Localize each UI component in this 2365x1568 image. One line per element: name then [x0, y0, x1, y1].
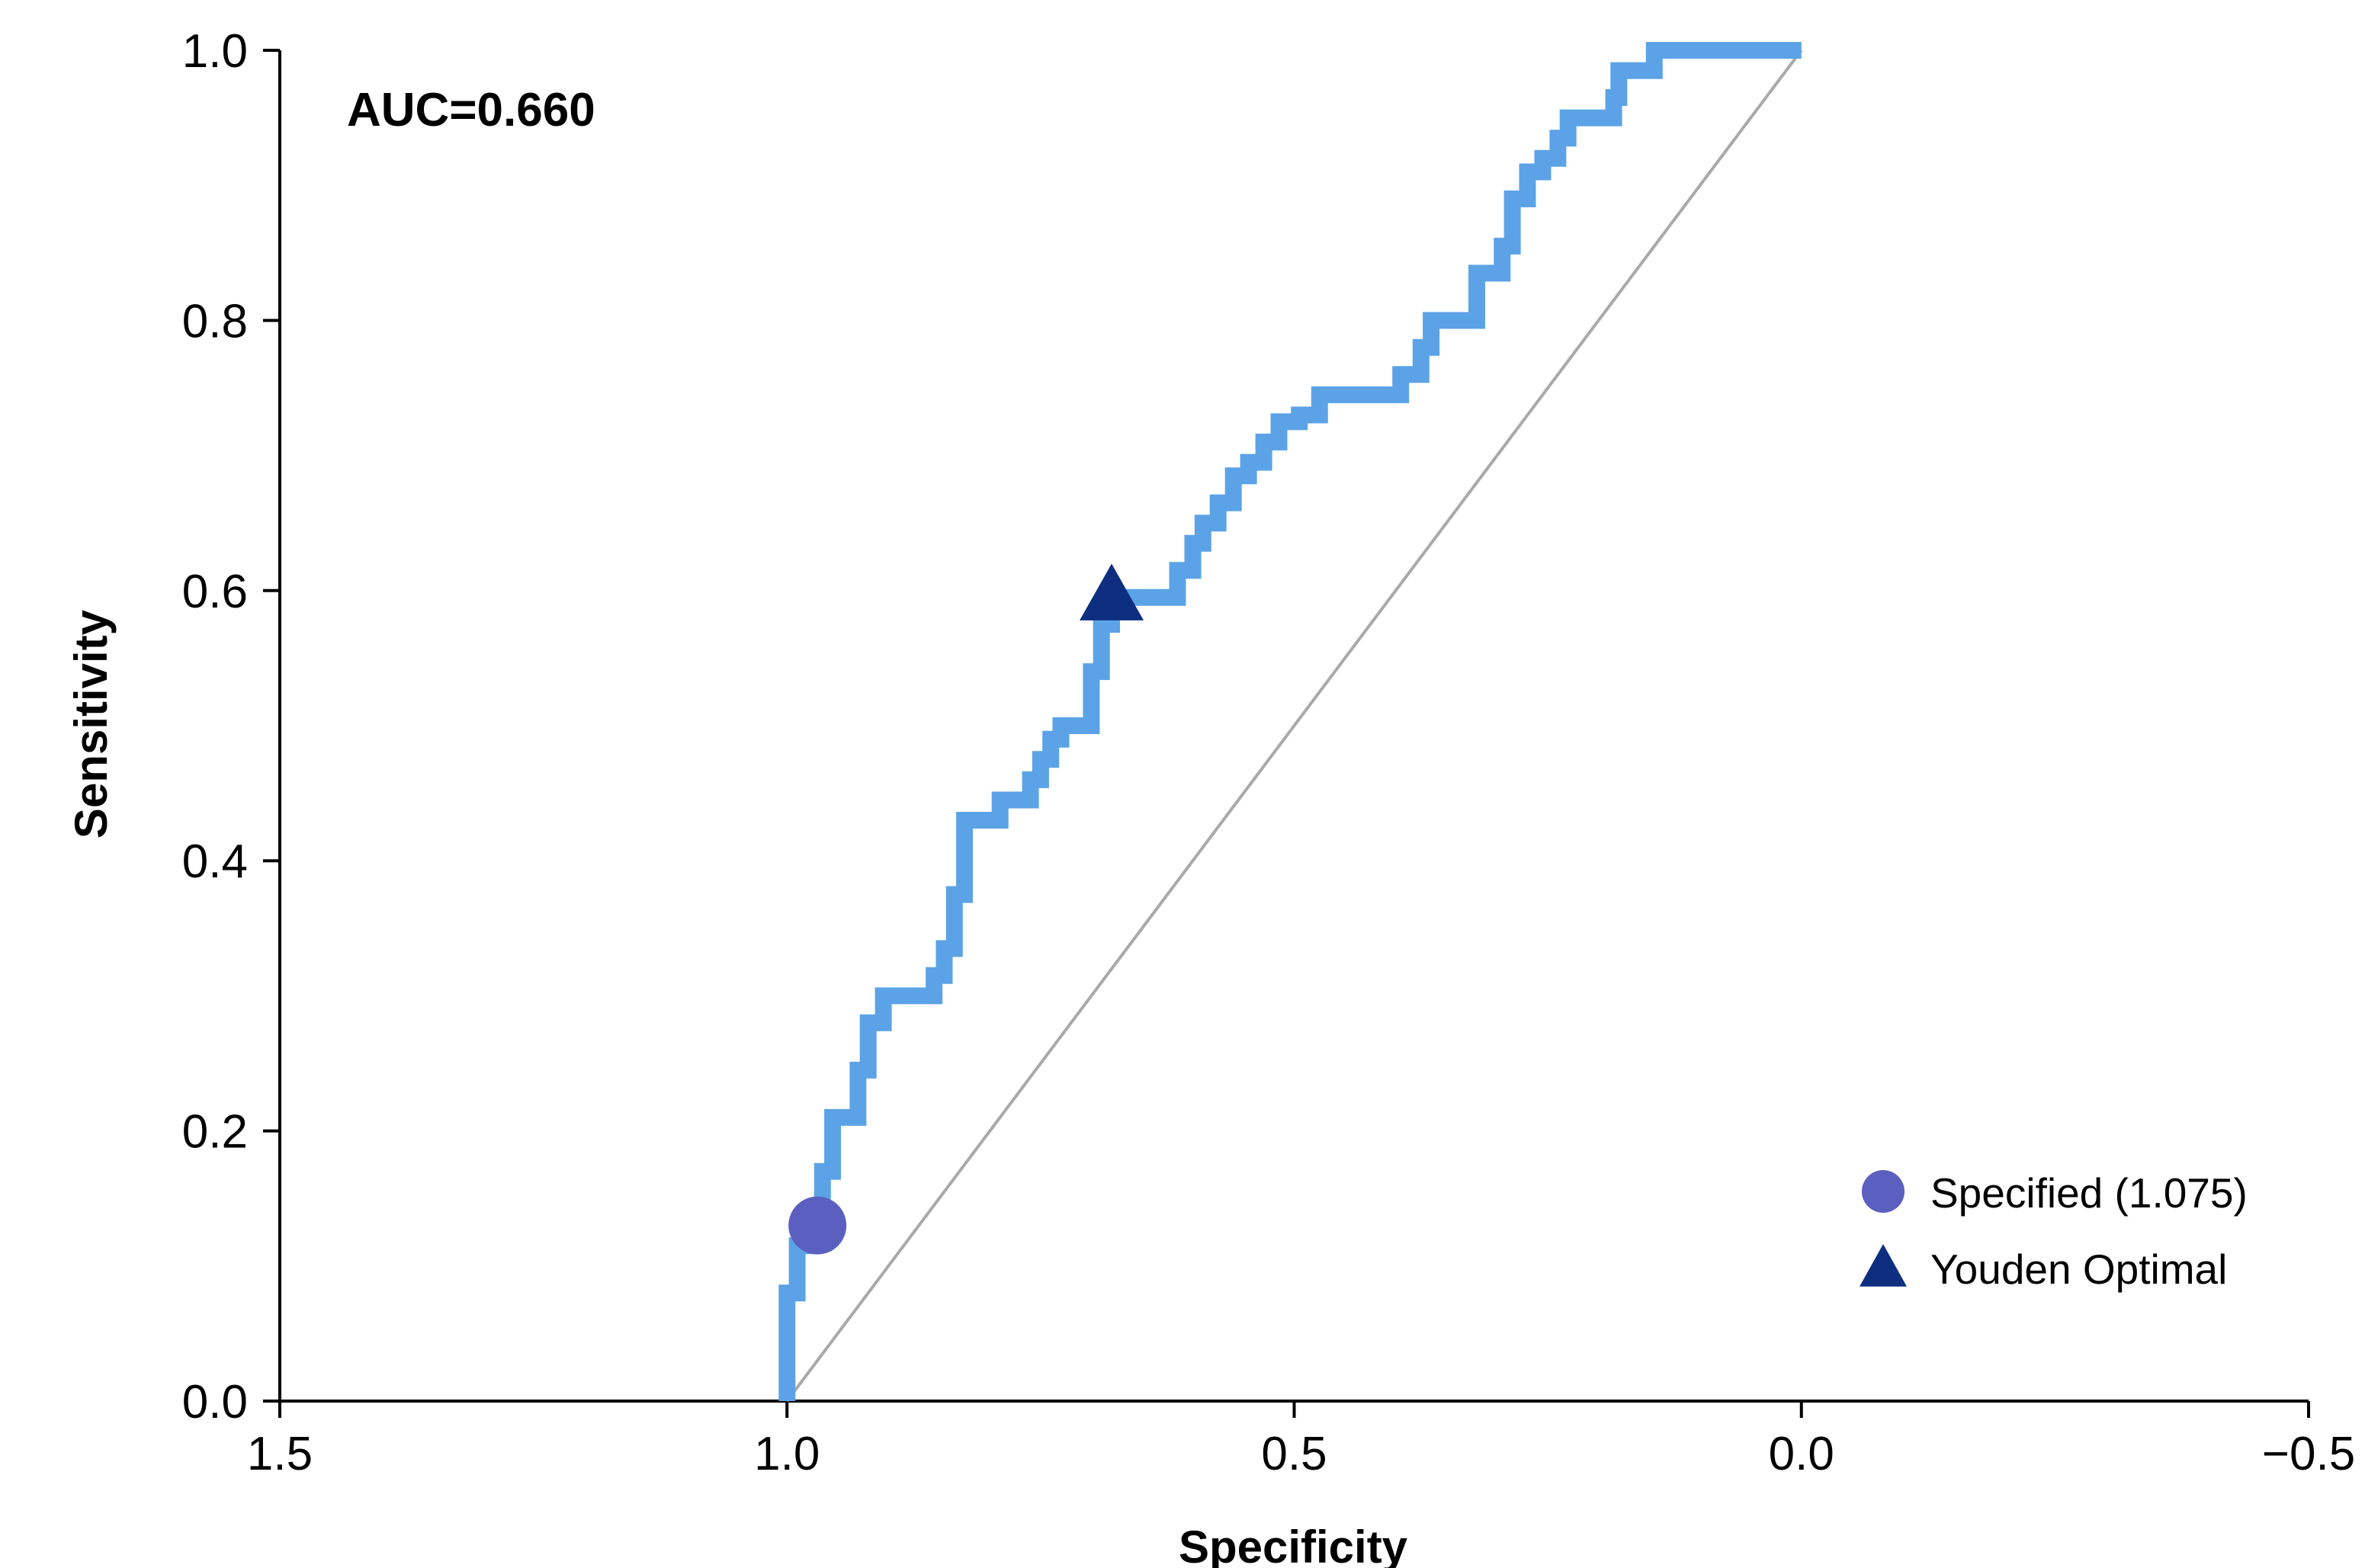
y-tick-label: 1.0 [182, 25, 248, 78]
legend-triangle-icon [1860, 1244, 1907, 1287]
auc-annotation: AUC=0.660 [347, 84, 595, 136]
x-tick-label: 0.0 [1769, 1428, 1834, 1480]
x-tick-label: −0.5 [2262, 1428, 2355, 1480]
x-axis-label: Specificity [1179, 1522, 1408, 1568]
y-tick-label: 0.2 [182, 1106, 248, 1159]
roc-curve [778, 42, 1802, 1401]
legend-item: Youden Optimal [1860, 1244, 2227, 1293]
youden-optimal-marker [1080, 563, 1144, 620]
x-tick-label: 0.5 [1261, 1428, 1327, 1480]
y-tick-label: 0.8 [182, 295, 248, 348]
x-tick-label: 1.0 [754, 1428, 820, 1480]
reference-diagonal [785, 49, 1803, 1403]
legend-label: Specified (1.075) [1930, 1169, 2248, 1217]
y-tick-label: 0.6 [182, 566, 248, 618]
legend: Specified (1.075) Youden Optimal [1860, 1169, 2248, 1293]
y-tick-label: 0.0 [182, 1376, 248, 1429]
axes: 0.0 0.2 0.4 0.6 0.8 1.0 1.5 1.0 0.5 0.0 −0.5 [182, 25, 2355, 1480]
legend-circle-icon [1862, 1170, 1905, 1213]
y-axis-label: Sensitivity [66, 609, 117, 839]
legend-label: Youden Optimal [1930, 1246, 2227, 1293]
plot-area [778, 42, 1803, 1403]
axis-labels: Specificity Sensitivity AUC=0.660 [66, 84, 1408, 1568]
specified-point-marker [788, 1196, 847, 1255]
x-tick-label: 1.5 [247, 1428, 313, 1480]
y-tick-label: 0.4 [182, 835, 248, 888]
legend-item: Specified (1.075) [1862, 1169, 2248, 1217]
